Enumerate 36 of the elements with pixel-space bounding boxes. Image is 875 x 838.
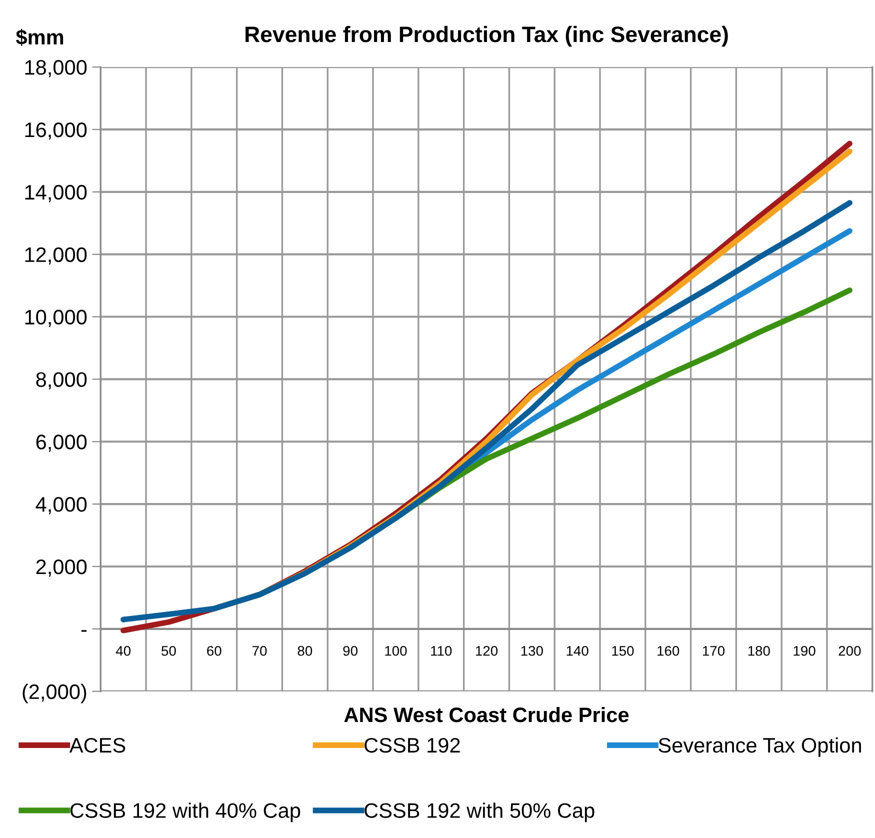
legend-label: CSSB 192 with 50% Cap: [364, 802, 594, 822]
x-tick-label: 70: [252, 646, 267, 656]
y-tick-label: 2,000: [36, 559, 87, 577]
legend-label: CSSB 192: [364, 738, 460, 753]
x-tick-label: 110: [431, 646, 452, 656]
y-tick-label: 4,000: [36, 497, 87, 514]
x-tick-label: 190: [794, 646, 816, 656]
chart-title: Revenue from Production Tax (inc Severance): [246, 26, 728, 47]
x-tick-label: 120: [476, 646, 498, 656]
y-tick-label: (2,000): [22, 684, 86, 704]
x-tick-label: 100: [385, 646, 407, 656]
x-tick-label: 150: [612, 646, 634, 656]
x-tick-label: 130: [521, 646, 543, 656]
legend-label: CSSB 192 with 40% Cap: [70, 802, 300, 822]
legend-label: Severance Tax Option: [658, 737, 861, 757]
x-tick-label: 90: [343, 646, 358, 656]
x-tick-label: 140: [566, 646, 588, 656]
y-tick-label: -: [81, 630, 87, 632]
y-tick-label: 14,000: [25, 184, 87, 202]
x-tick-label: 170: [702, 646, 725, 656]
legend-label: ACES: [69, 738, 126, 753]
y-tick-label: 10,000: [25, 310, 87, 327]
y-tick-label: 18,000: [25, 60, 87, 78]
x-tick-label: 200: [838, 646, 861, 656]
y-axis-title: $mm: [16, 28, 64, 46]
y-tick-label: 12,000: [25, 247, 87, 265]
y-tick-label: 16,000: [25, 122, 87, 140]
x-tick-label: 50: [162, 646, 176, 656]
x-tick-label: 160: [658, 646, 680, 656]
x-tick-label: 40: [116, 646, 131, 656]
x-axis-title: ANS West Coast Crude Price: [344, 706, 629, 722]
y-tick-label: 6,000: [36, 434, 87, 452]
x-tick-label: 80: [298, 646, 312, 656]
x-tick-label: 60: [207, 646, 222, 656]
y-tick-label: 8,000: [36, 372, 87, 390]
x-tick-label: 180: [748, 646, 770, 656]
